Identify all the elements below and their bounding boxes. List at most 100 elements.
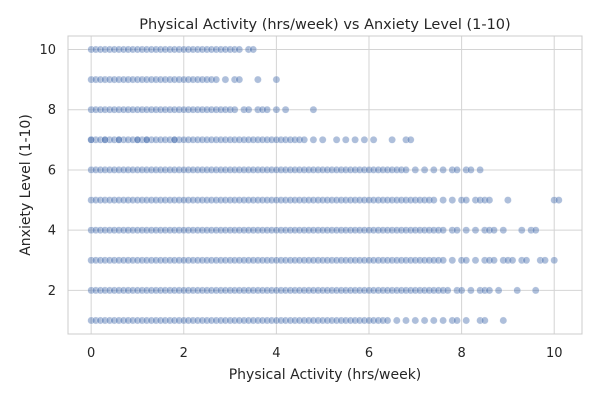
data-point bbox=[230, 166, 239, 174]
data-point bbox=[314, 256, 322, 265]
data-point bbox=[240, 166, 248, 174]
data-point bbox=[119, 166, 128, 174]
data-point bbox=[230, 196, 239, 204]
data-point bbox=[360, 166, 369, 174]
data-point bbox=[198, 45, 207, 54]
data-point bbox=[133, 166, 142, 174]
data-point bbox=[128, 196, 137, 204]
data-point bbox=[281, 286, 290, 295]
data-point bbox=[369, 316, 378, 325]
data-point bbox=[355, 196, 364, 204]
data-point bbox=[272, 75, 281, 84]
data-point bbox=[244, 135, 253, 144]
data-point bbox=[272, 105, 281, 114]
data-point bbox=[249, 256, 258, 265]
data-point bbox=[323, 166, 332, 174]
data-point bbox=[332, 316, 341, 325]
data-point bbox=[295, 196, 304, 204]
data-point bbox=[429, 256, 438, 265]
data-point bbox=[314, 286, 322, 295]
data-point bbox=[179, 166, 188, 174]
data-point bbox=[332, 196, 341, 204]
data-point bbox=[110, 256, 119, 265]
data-point bbox=[453, 286, 461, 295]
plot-area bbox=[68, 36, 582, 334]
data-point bbox=[318, 316, 327, 325]
data-point bbox=[166, 105, 174, 114]
data-point bbox=[138, 105, 146, 114]
data-point bbox=[332, 135, 341, 144]
data-point bbox=[147, 105, 156, 114]
data-point bbox=[147, 256, 156, 265]
data-point bbox=[142, 105, 151, 114]
data-point bbox=[133, 75, 142, 84]
data-point bbox=[91, 45, 100, 54]
data-point bbox=[152, 316, 160, 325]
data-point bbox=[115, 105, 123, 114]
data-point bbox=[230, 105, 239, 114]
data-point bbox=[341, 135, 350, 144]
data-point bbox=[119, 256, 128, 265]
data-point bbox=[124, 196, 133, 204]
data-point bbox=[258, 135, 267, 144]
data-point bbox=[244, 166, 253, 174]
data-point bbox=[87, 166, 96, 174]
data-point bbox=[110, 196, 119, 204]
data-point bbox=[96, 316, 105, 325]
data-point bbox=[272, 135, 281, 144]
data-points bbox=[87, 45, 563, 325]
data-point bbox=[550, 196, 559, 204]
data-point bbox=[314, 166, 322, 174]
data-point bbox=[161, 166, 170, 174]
data-point bbox=[87, 316, 96, 325]
data-point bbox=[235, 75, 244, 84]
data-point bbox=[527, 226, 535, 235]
data-point bbox=[152, 226, 160, 235]
data-point bbox=[341, 226, 350, 235]
data-point bbox=[179, 135, 188, 144]
data-point bbox=[462, 166, 471, 174]
data-point bbox=[429, 196, 438, 204]
y-axis-label: Anxiety Level (1-10) bbox=[18, 114, 34, 256]
data-point bbox=[300, 256, 309, 265]
x-tick-label: 2 bbox=[180, 346, 188, 361]
x-tick-label: 10 bbox=[546, 346, 563, 361]
data-point bbox=[166, 196, 174, 204]
data-point bbox=[388, 286, 396, 295]
data-point bbox=[138, 256, 146, 265]
data-point bbox=[175, 316, 183, 325]
data-point bbox=[115, 286, 123, 295]
data-point bbox=[281, 226, 290, 235]
data-point bbox=[425, 256, 434, 265]
data-point bbox=[291, 166, 299, 174]
data-point bbox=[128, 226, 137, 235]
data-point bbox=[541, 256, 549, 265]
data-point bbox=[300, 316, 309, 325]
data-point bbox=[184, 166, 193, 174]
data-point bbox=[203, 166, 211, 174]
data-point bbox=[189, 256, 197, 265]
data-point bbox=[119, 286, 128, 295]
data-point bbox=[267, 226, 276, 235]
data-point bbox=[105, 226, 114, 235]
x-tick-label: 6 bbox=[365, 346, 373, 361]
data-point bbox=[128, 256, 137, 265]
data-point bbox=[142, 75, 151, 84]
data-point bbox=[365, 316, 373, 325]
data-point bbox=[429, 166, 438, 174]
data-point bbox=[161, 226, 170, 235]
data-point bbox=[147, 166, 156, 174]
data-point bbox=[87, 45, 96, 54]
data-point bbox=[105, 316, 114, 325]
data-point bbox=[179, 316, 188, 325]
data-point bbox=[318, 226, 327, 235]
data-point bbox=[323, 316, 332, 325]
data-point bbox=[101, 316, 109, 325]
data-point bbox=[207, 45, 216, 54]
data-point bbox=[337, 286, 346, 295]
x-axis-label: Physical Activity (hrs/week) bbox=[229, 367, 422, 383]
data-point bbox=[420, 166, 429, 174]
data-point bbox=[128, 135, 137, 144]
data-point bbox=[124, 316, 133, 325]
data-point bbox=[240, 226, 248, 235]
